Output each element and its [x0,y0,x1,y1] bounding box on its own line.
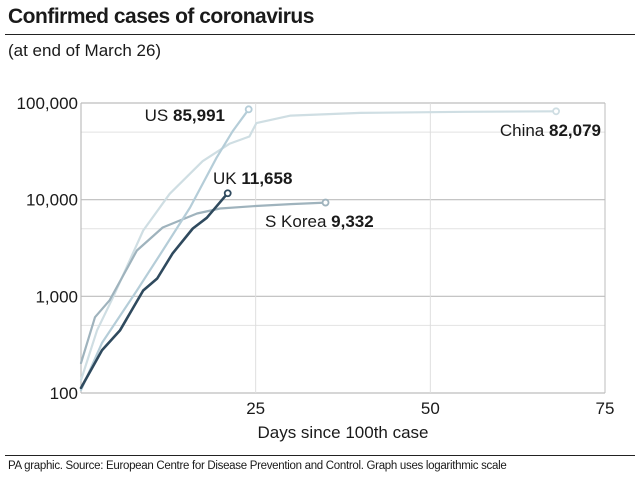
series-endpoint-s-korea [321,198,330,207]
series-label-china: China 82,079 [500,121,601,140]
title-divider [5,34,635,35]
series-line-us [79,108,250,392]
x-axis-label: Days since 100th case [257,423,428,442]
y-tick-label: 1,000 [35,287,78,306]
chart-title: Confirmed cases of coronavirus [8,5,314,28]
series-label-us: US 85,991 [145,106,225,125]
x-tick-label: 50 [421,399,440,418]
y-tick-label: 10,000 [26,191,78,210]
y-tick-label: 100,000 [17,94,78,113]
y-tick-label: 100 [50,384,78,403]
x-tick-label: 25 [246,399,265,418]
series-label-uk: UK 11,658 [213,169,292,188]
footer-divider [5,455,635,456]
series-line-s-korea [79,201,327,365]
series-endpoint-uk [223,189,232,198]
source-note: PA graphic. Source: European Centre for … [8,460,507,472]
chart-subtitle: (at end of March 26) [8,41,162,60]
series-line-uk [79,191,229,390]
series-endpoint-china [552,107,560,116]
series-label-skorea: S Korea 9,332 [265,212,374,231]
x-tick-label: 75 [596,399,615,418]
series-line-china [79,110,558,382]
series-endpoint-us [244,105,253,114]
